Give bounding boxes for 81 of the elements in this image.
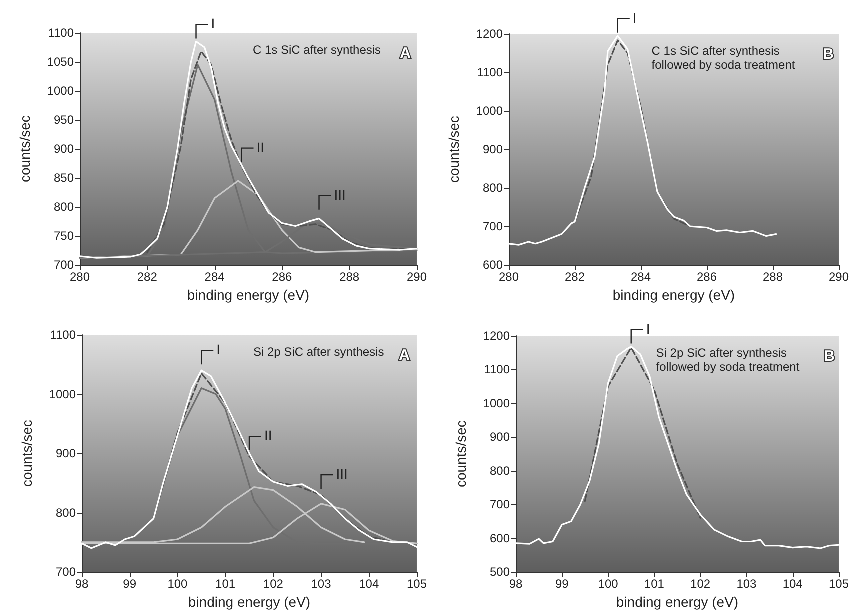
y-tick-label: 700	[482, 220, 504, 234]
annotation: B	[823, 46, 834, 63]
x-tick-label: 284	[630, 270, 652, 284]
x-tick-label: 99	[555, 577, 570, 592]
y-tick-label: 700	[56, 565, 76, 580]
annotation: A	[399, 347, 410, 364]
x-tick-label: 290	[406, 270, 428, 284]
text: C 1s SiC after synthesis followed by soda treatment	[652, 44, 796, 72]
annotation: III	[334, 186, 346, 203]
annotation: I	[632, 10, 637, 26]
x-axis-title: binding energy (eV)	[187, 287, 310, 303]
text: C 1s SiC after synthesis	[253, 43, 382, 57]
y-tick-label: 700	[490, 498, 510, 512]
annotation: III	[336, 466, 348, 482]
x-tick-label: 284	[204, 270, 226, 284]
x-tick-label: 104	[359, 577, 380, 592]
y-tick-label: 1100	[48, 26, 74, 40]
x-tick-label: 98	[75, 577, 89, 592]
y-tick-label: 900	[56, 446, 76, 461]
x-tick-label: 105	[828, 577, 850, 592]
y-tick-label: 800	[482, 181, 504, 196]
annotation: II	[264, 428, 272, 444]
y-axis-title: counts/sec	[453, 420, 469, 488]
x-tick-label: 290	[828, 270, 850, 284]
x-tick-label: 103	[311, 577, 332, 592]
x-tick-label: 286	[696, 270, 718, 284]
y-tick-label: 950	[54, 113, 74, 128]
y-tick-label: 850	[54, 171, 74, 186]
y-tick-label: 1100	[477, 66, 504, 80]
y-tick-label: 1000	[483, 396, 510, 410]
y-tick-label: 1100	[484, 362, 510, 377]
x-tick-label: 102	[690, 577, 711, 592]
text: Si 2p SiC after synthesis followed by soda treatment	[656, 346, 800, 374]
x-tick-label: 288	[340, 270, 360, 284]
x-axis-title: binding energy (eV)	[612, 287, 736, 303]
annotation: I	[646, 320, 650, 337]
x-tick-label: 98	[509, 577, 523, 592]
y-tick-label: 600	[490, 531, 510, 546]
y-axis-title: counts/sec	[17, 116, 33, 183]
y-tick-label: 900	[482, 142, 504, 157]
y-tick-label: 1200	[483, 329, 510, 343]
annotation: I	[211, 16, 216, 32]
x-tick-label: 286	[272, 270, 293, 284]
y-tick-label: 700	[54, 258, 74, 272]
x-tick-label: 288	[762, 270, 784, 284]
annotation: B	[824, 348, 836, 365]
y-axis-title: counts/sec	[446, 116, 462, 184]
x-tick-label: 104	[782, 577, 804, 592]
y-tick-label: 500	[490, 565, 510, 580]
annotation: A	[400, 45, 412, 62]
x-tick-label: 280	[498, 270, 520, 284]
y-tick-label: 1000	[47, 84, 74, 98]
x-axis-title: binding energy (eV)	[188, 594, 311, 610]
y-tick-label: 900	[490, 430, 510, 444]
x-axis-title: binding energy (eV)	[616, 594, 739, 610]
y-tick-label: 1000	[49, 387, 76, 402]
x-tick-label: 282	[564, 270, 586, 284]
y-tick-label: 900	[54, 142, 74, 156]
x-tick-label: 280	[70, 270, 90, 284]
y-tick-label: 800	[490, 464, 510, 478]
x-tick-label: 101	[644, 577, 665, 592]
x-tick-label: 99	[123, 577, 137, 592]
annotation: I	[216, 342, 221, 358]
y-tick-label: 1000	[476, 104, 504, 118]
y-tick-label: 800	[54, 200, 74, 214]
y-tick-label: 600	[482, 258, 504, 272]
text: Si 2p SiC after synthesis	[254, 345, 384, 359]
annotation: II	[256, 139, 265, 156]
x-tick-label: 105	[406, 577, 428, 592]
x-tick-label: 103	[736, 577, 758, 592]
y-tick-label: 750	[54, 229, 74, 244]
y-tick-label: 1200	[476, 27, 504, 41]
y-axis-title: counts/sec	[19, 420, 35, 488]
y-tick-label: 800	[56, 506, 76, 520]
y-tick-label: 1050	[47, 55, 74, 70]
x-tick-label: 100	[598, 577, 619, 592]
x-tick-label: 100	[168, 577, 188, 592]
y-tick-label: 1100	[50, 328, 76, 342]
x-tick-label: 282	[137, 270, 158, 284]
x-tick-label: 101	[216, 577, 236, 592]
x-tick-label: 102	[263, 577, 284, 592]
